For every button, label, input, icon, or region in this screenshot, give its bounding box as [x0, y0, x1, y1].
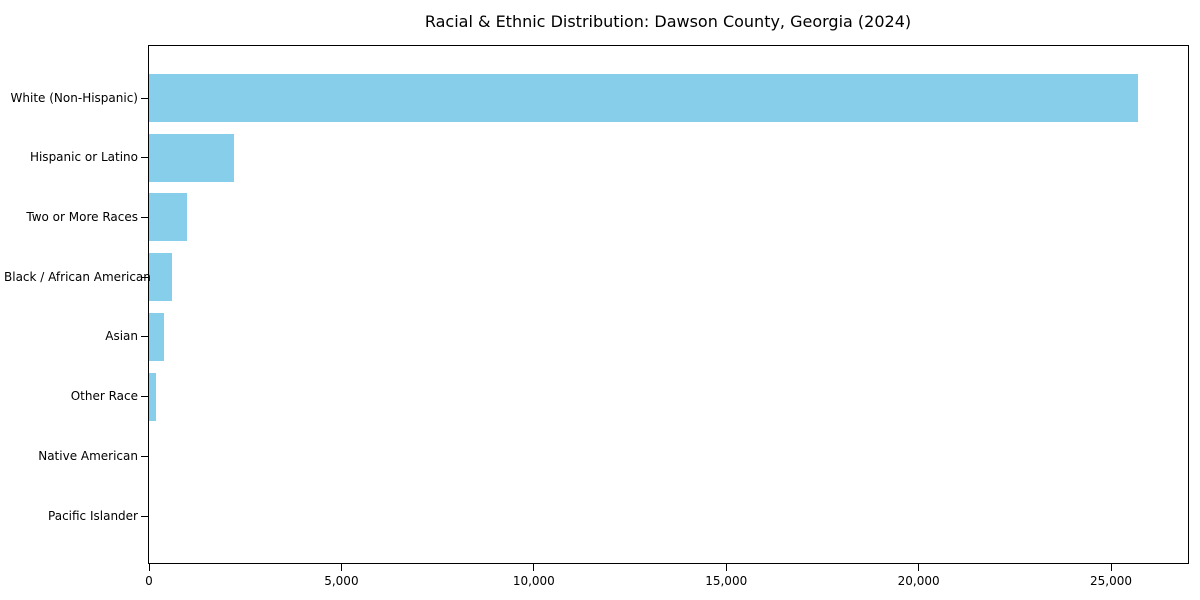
y-tick-mark	[141, 515, 148, 517]
y-tick-mark	[141, 336, 148, 338]
bar-hispanic-or-latino	[149, 133, 234, 182]
y-tick-mark	[141, 97, 148, 99]
x-tick-mark	[340, 564, 342, 571]
y-tick-label-native-american: Native American	[38, 448, 138, 463]
x-tick-label: 15,000	[705, 574, 748, 588]
x-tick-label: 5,000	[324, 574, 359, 588]
plot-area: White (Non-Hispanic) Hispanic or Latino Tw…	[4, 45, 1189, 588]
x-tick-mark	[1110, 564, 1112, 571]
bar-other-race	[149, 372, 157, 421]
y-tick-label-black-african-american: Black / African American	[4, 269, 151, 284]
x-tick-mark	[533, 564, 535, 571]
x-tick-mark	[725, 564, 727, 571]
bar-two-or-more-races	[149, 193, 188, 242]
y-tick-label-two-or-more-races: Two or More Races	[26, 209, 138, 224]
y-tick-label-hispanic-or-latino: Hispanic or Latino	[29, 150, 138, 165]
bar-asian	[149, 312, 165, 361]
bar-white-non-hispanic	[149, 74, 1138, 122]
x-tick-label: 25,000	[1090, 574, 1133, 588]
y-tick-mark	[141, 455, 148, 457]
bar-black-african-american	[149, 253, 173, 302]
y-tick-mark	[141, 216, 148, 218]
y-tick-mark	[141, 396, 148, 398]
y-tick-label-other-race: Other Race	[70, 389, 138, 404]
y-tick-label-asian: Asian	[105, 329, 138, 344]
x-tick-label: 20,000	[897, 574, 940, 588]
chart-title: Racial & Ethnic Distribution: Dawson Cou…	[424, 12, 912, 31]
x-tick-label: 10,000	[512, 574, 555, 588]
y-tick-label-white-non-hispanic: White (Non-Hispanic)	[10, 90, 138, 105]
y-tick-mark	[141, 157, 148, 159]
x-tick-label: 0	[145, 574, 153, 588]
y-tick-label-pacific-islander: Pacific Islander	[48, 508, 138, 523]
x-tick-mark	[148, 564, 150, 571]
y-tick-mark	[141, 276, 148, 278]
x-tick-mark	[918, 564, 920, 571]
